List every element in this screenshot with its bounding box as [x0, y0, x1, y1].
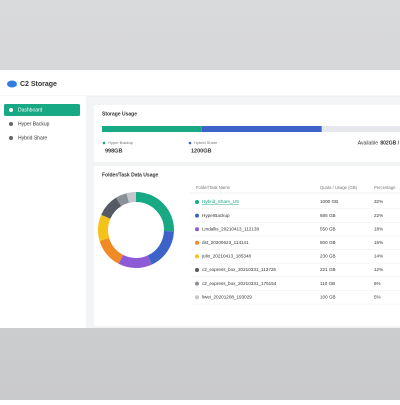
usage-bar-segment [102, 126, 202, 132]
sidebar [0, 96, 86, 328]
legend-label: Hybrid Share [194, 140, 218, 145]
legend-value: 998GB [105, 148, 122, 154]
row-color-dot [195, 227, 199, 232]
folder-name: julio_20210413_185348 [201, 254, 251, 259]
folder-card [94, 166, 400, 326]
folder-name: HyperBackup [202, 213, 230, 218]
donut-segment [99, 237, 124, 264]
legend-dot [188, 141, 192, 145]
folder-name: Lindallis_20210413_112130 [202, 226, 260, 231]
quota: 100 GB [320, 294, 336, 299]
column-header: Folder/Task Name [196, 185, 231, 190]
sidebar-item[interactable]: Hybrid Share [18, 135, 47, 141]
donut-segment [118, 254, 152, 268]
app-logo [7, 80, 17, 88]
row-color-dot [195, 281, 199, 286]
folder-name[interactable]: Hybrid_Share_US [202, 199, 239, 204]
row-color-dot [195, 240, 199, 245]
legend-value: 1200GB [191, 148, 212, 154]
percentage: 5% [374, 294, 381, 299]
available-label: Available [358, 140, 378, 146]
donut-segment [135, 192, 174, 232]
donut-segment [147, 230, 174, 265]
percentage: 14% [374, 254, 383, 259]
column-header: Quota / Usage (GB) [320, 185, 358, 190]
column-header: Percentage [374, 185, 396, 190]
sidebar-icon [9, 122, 13, 126]
usage-bar-segment [201, 126, 322, 132]
percentage: 12% [374, 267, 383, 272]
quota: 230 GB [320, 254, 336, 259]
percentage: 18% [374, 226, 383, 231]
section-title: Folder/Task Data Usage [102, 172, 159, 178]
folder-name: liwei_20201208_193029 [202, 294, 252, 299]
quota: 110 GB [320, 281, 335, 286]
percentage: 22% [374, 213, 383, 218]
legend-label: Hyper Backup [108, 140, 134, 145]
app-title: C2 Storage [20, 81, 57, 88]
sidebar-item[interactable]: Dashboard [18, 107, 43, 113]
sidebar-item[interactable]: Hyper Backup [18, 121, 50, 127]
sidebar-icon [9, 136, 13, 140]
section-title: Storage Usage [102, 111, 137, 117]
usage-bar-available [321, 126, 400, 132]
donut-segment [101, 197, 122, 219]
row-color-dot [195, 268, 199, 272]
donut-segment [116, 193, 130, 207]
folder-name: dst_20200623_114141 [202, 240, 249, 245]
percentage: 6% [374, 281, 381, 286]
quota: 500 GB [320, 240, 336, 245]
available-value: 802GB / [380, 140, 399, 146]
folder-name: c2_express_box_20210331_175154 [202, 281, 277, 286]
row-color-dot [195, 200, 199, 204]
percentage: 32% [374, 199, 383, 204]
row-color-dot [195, 254, 199, 259]
donut-segment [126, 192, 137, 203]
donut-segment [98, 214, 111, 241]
sidebar-icon [9, 108, 13, 112]
percentage: 16% [374, 240, 383, 245]
quota: 550 GB [320, 226, 336, 231]
quota: 1000 GB [320, 199, 338, 204]
folder-name: c2_express_box_20210331_113726 [202, 267, 276, 272]
sidebar-active [4, 104, 80, 116]
header-bar [0, 70, 400, 96]
row-color-dot [195, 295, 199, 300]
legend-dot [102, 141, 106, 145]
quota: 685 GB [320, 213, 336, 218]
quota: 221 GB [320, 267, 336, 272]
storage-card [94, 105, 400, 162]
row-color-dot [195, 213, 199, 218]
